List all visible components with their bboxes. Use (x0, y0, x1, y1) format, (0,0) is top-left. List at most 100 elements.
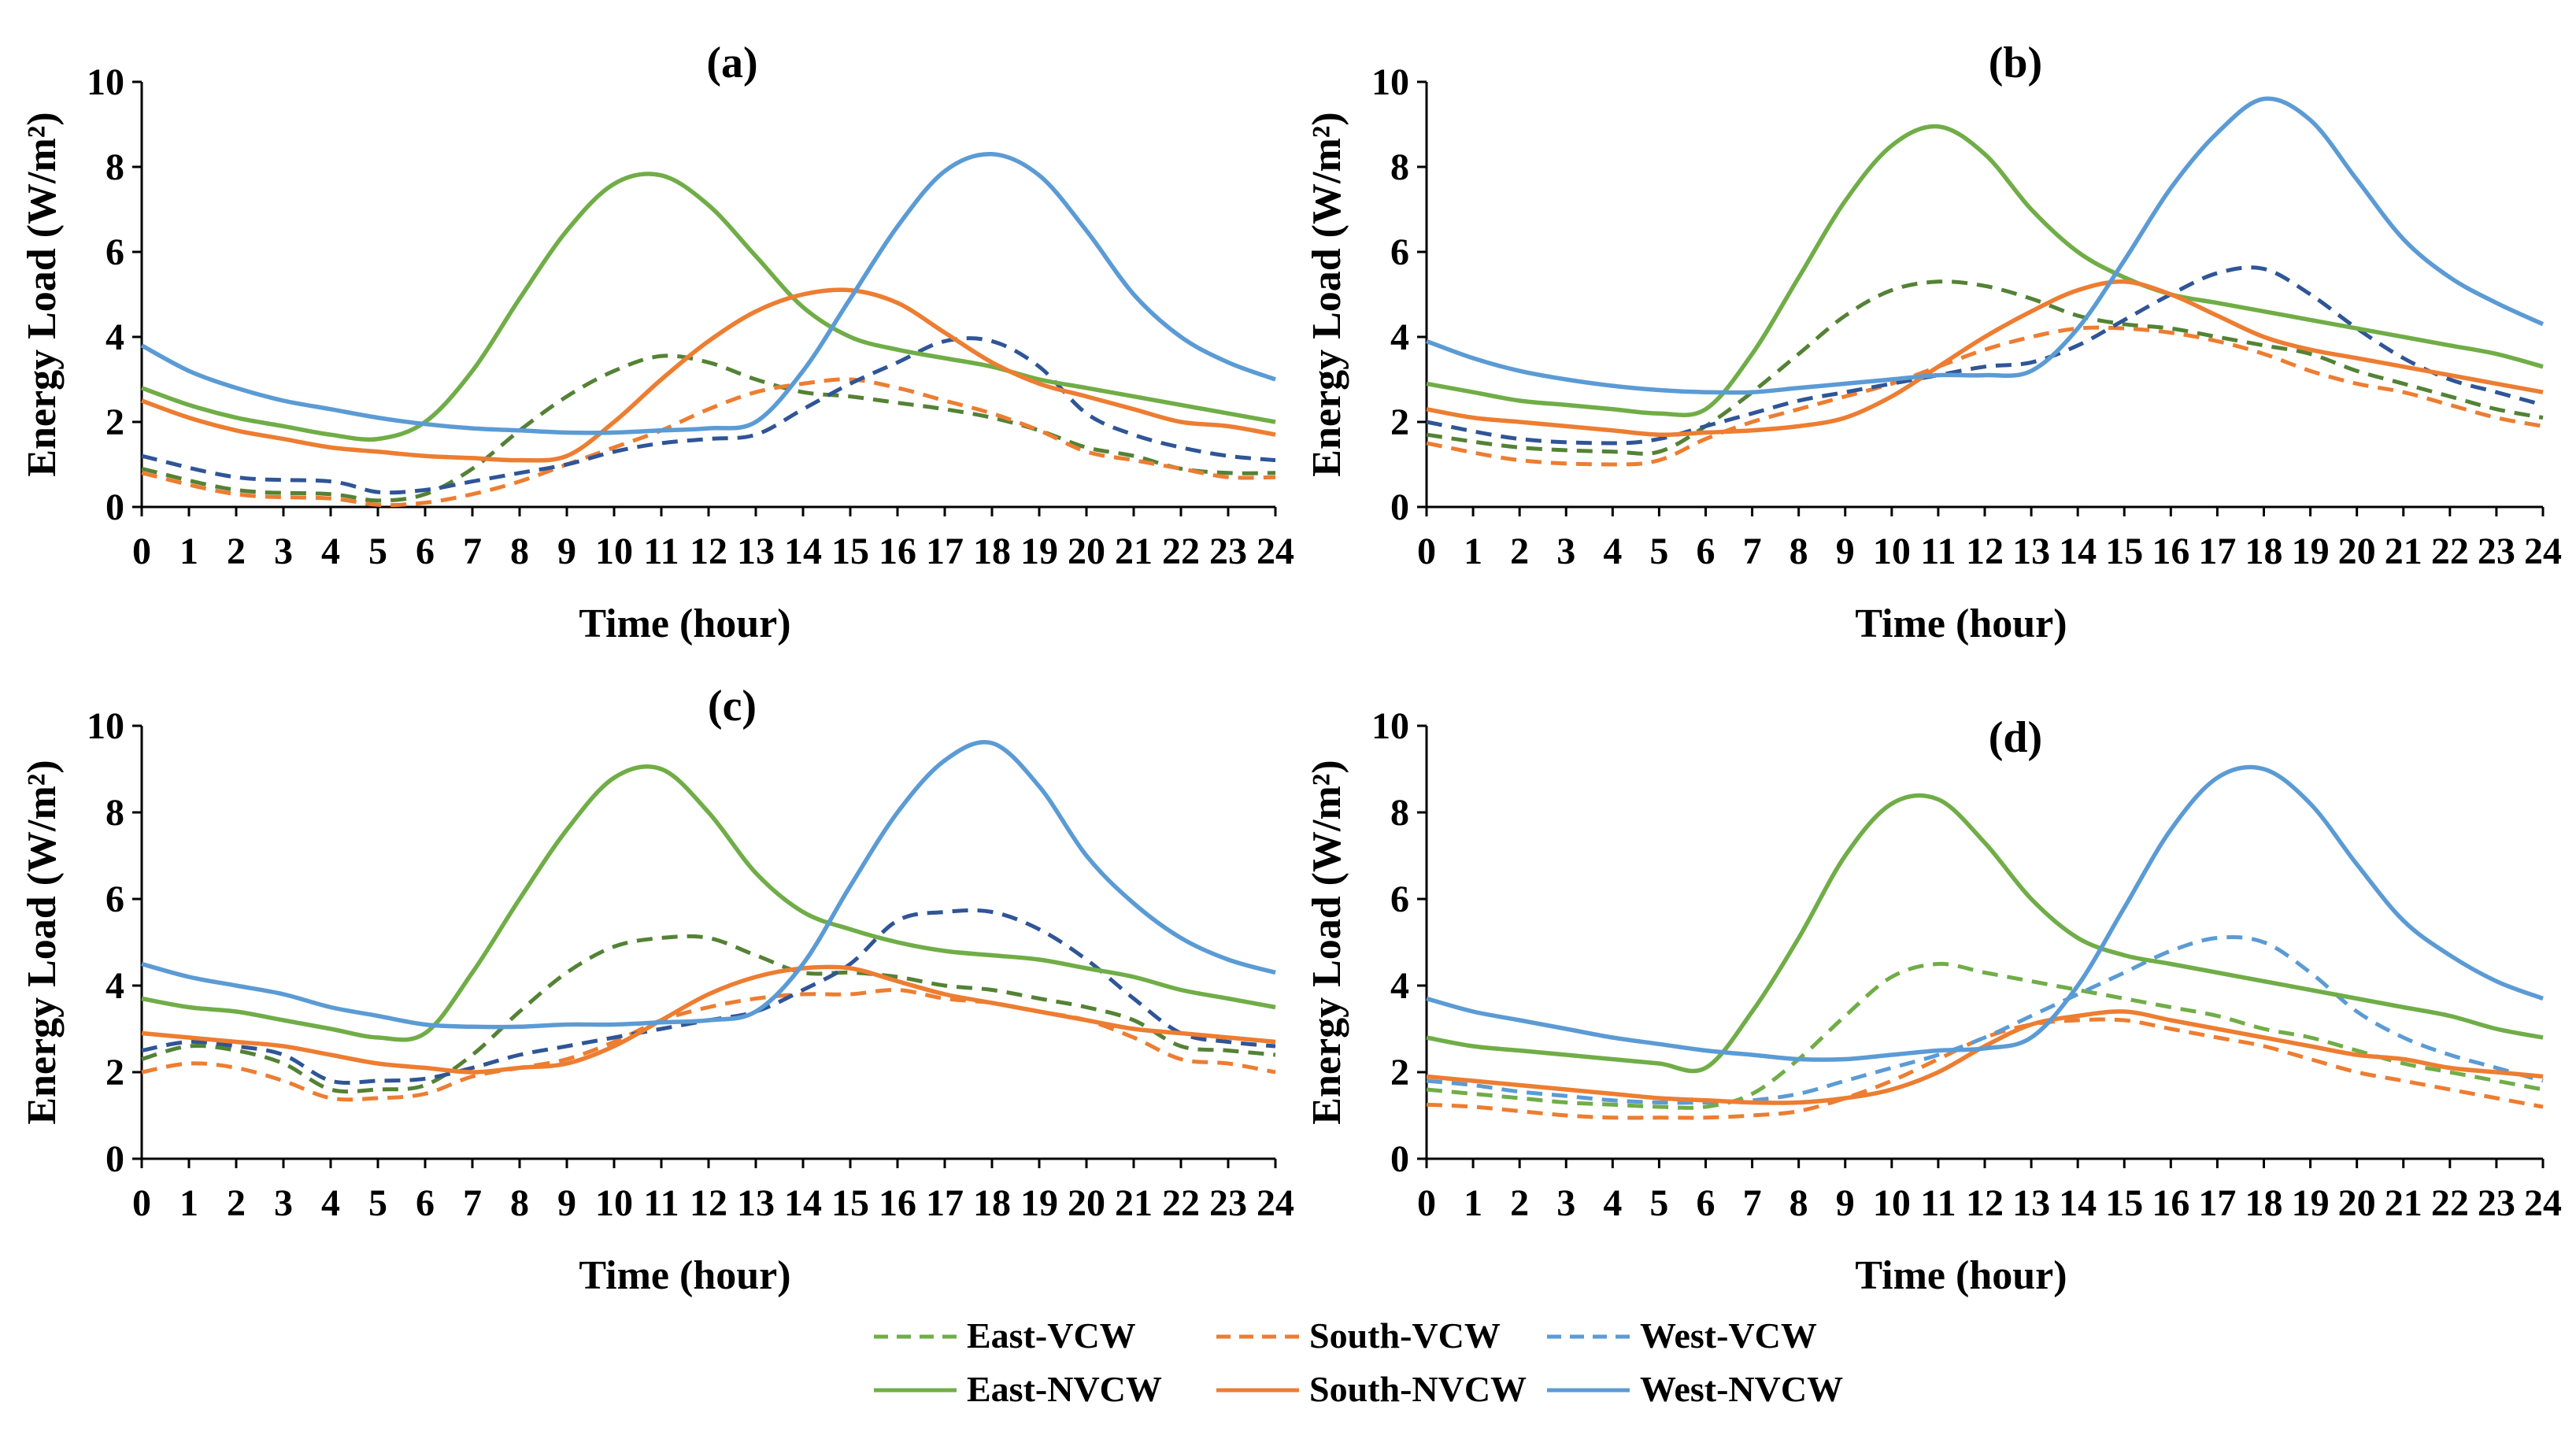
x-tick-label: 23 (1209, 1182, 1247, 1224)
series-line-east-vcw (141, 934, 1276, 1094)
x-tick-label: 3 (274, 531, 293, 572)
legend-item-south-vcw: South-VCW (1216, 1315, 1501, 1356)
x-tick-label: 18 (973, 531, 1011, 572)
x-tick-label: 2 (227, 1182, 246, 1224)
x-tick-label: 16 (2152, 1182, 2189, 1224)
x-tick-label: 14 (784, 1182, 822, 1224)
x-tick-label: 20 (2338, 1182, 2376, 1224)
x-tick-label: 5 (368, 1182, 387, 1224)
x-tick-label: 13 (2012, 531, 2050, 572)
y-axis-label: Energy Load (W/m²) (20, 112, 65, 476)
series-line-west-nvcw (140, 152, 1276, 435)
x-tick-label: 10 (595, 531, 633, 572)
x-tick-label: 20 (1068, 1182, 1105, 1224)
series-line-south-nvcw (141, 287, 1276, 463)
x-tick-label: 23 (2478, 531, 2515, 572)
x-tick-label: 20 (2338, 531, 2376, 572)
x-tick-label: 12 (1966, 531, 2004, 572)
legend-label: East-NVCW (967, 1369, 1162, 1409)
series-line-east-nvcw (141, 764, 1276, 1042)
x-tick-label: 15 (831, 531, 869, 572)
y-tick-label: 10 (1371, 61, 1409, 103)
x-tick-label: 12 (690, 1182, 727, 1224)
y-tick-label: 4 (1390, 965, 1409, 1007)
y-tick-label: 10 (87, 61, 124, 103)
x-tick-label: 6 (1697, 531, 1715, 572)
x-tick-label: 16 (879, 531, 916, 572)
x-tick-label: 4 (321, 531, 340, 572)
x-tick-label: 22 (1162, 531, 1200, 572)
x-tick-label: 22 (2431, 1182, 2469, 1224)
x-tick-label: 13 (737, 531, 775, 572)
x-tick-label: 9 (557, 531, 576, 572)
panel-title: (d) (1989, 713, 2042, 762)
y-tick-label: 2 (105, 401, 124, 443)
x-tick-label: 12 (1966, 1182, 2004, 1224)
x-axis-label: Time (hour) (579, 601, 790, 646)
x-tick-label: 4 (321, 1182, 340, 1224)
x-tick-label: 16 (2152, 531, 2189, 572)
y-tick-label: 0 (1390, 1138, 1409, 1180)
y-axis-label: Energy Load (W/m²) (1305, 112, 1349, 476)
x-tick-label: 17 (2198, 531, 2236, 572)
series-line-south-vcw (1426, 325, 2544, 467)
y-axis-label: Energy Load (W/m²) (1305, 760, 1349, 1124)
x-axis-label: Time (hour) (1855, 1253, 2067, 1298)
series-line-west-nvcw (1426, 764, 2544, 1062)
y-tick-label: 2 (105, 1052, 124, 1093)
y-tick-label: 0 (105, 1138, 124, 1180)
x-tick-label: 22 (2431, 531, 2469, 572)
y-tick-label: 8 (105, 792, 124, 834)
x-axis-label: Time (hour) (579, 1253, 790, 1298)
x-tick-label: 4 (1603, 1182, 1622, 1224)
y-tick-label: 8 (105, 146, 124, 188)
x-tick-label: 8 (1790, 531, 1808, 572)
panel-title: (b) (1989, 39, 2042, 87)
y-tick-label: 4 (105, 965, 124, 1007)
x-tick-label: 24 (1257, 1182, 1294, 1224)
panel-title: (a) (706, 39, 757, 87)
x-tick-label: 14 (2059, 531, 2097, 572)
series-line-west-vcw (141, 336, 1276, 495)
x-tick-label: 9 (1836, 1182, 1855, 1224)
legend-item-east-nvcw: East-NVCW (874, 1369, 1162, 1409)
y-tick-label: 0 (105, 486, 124, 528)
x-tick-label: 1 (1464, 1182, 1482, 1224)
x-tick-label: 1 (1464, 531, 1482, 572)
x-tick-label: 24 (2524, 531, 2562, 572)
x-tick-label: 0 (132, 531, 151, 572)
x-tick-label: 1 (180, 1182, 198, 1224)
series-line-south-nvcw (1426, 1009, 2544, 1105)
series-line-east-nvcw (1426, 793, 2544, 1074)
series-line-east-nvcw (141, 172, 1276, 442)
y-tick-label: 8 (1390, 792, 1409, 834)
legend-item-west-nvcw: West-NVCW (1547, 1369, 1843, 1409)
y-tick-label: 4 (105, 316, 124, 358)
x-tick-label: 4 (1603, 531, 1622, 572)
x-tick-label: 10 (595, 1182, 633, 1224)
x-tick-label: 11 (1920, 531, 1956, 572)
x-tick-label: 0 (1417, 1182, 1436, 1224)
x-tick-label: 8 (510, 1182, 529, 1224)
y-tick-label: 6 (1390, 231, 1409, 273)
x-tick-label: 11 (1920, 1182, 1956, 1224)
x-tick-label: 0 (1417, 531, 1436, 572)
x-tick-label: 18 (2245, 531, 2283, 572)
x-tick-label: 22 (1162, 1182, 1200, 1224)
legend-label: East-VCW (967, 1315, 1136, 1356)
x-tick-label: 24 (1257, 531, 1294, 572)
x-tick-label: 20 (1068, 531, 1105, 572)
series-line-south-vcw (141, 377, 1276, 508)
x-axis-label: Time (hour) (1855, 601, 2067, 646)
series-line-east-nvcw (1426, 124, 2544, 417)
x-tick-label: 21 (1115, 1182, 1153, 1224)
x-tick-label: 7 (1743, 1182, 1762, 1224)
y-tick-label: 6 (1390, 879, 1409, 920)
x-tick-label: 2 (227, 531, 246, 572)
x-tick-label: 15 (831, 1182, 869, 1224)
x-tick-label: 2 (1510, 1182, 1529, 1224)
x-tick-label: 24 (2524, 1182, 2562, 1224)
x-tick-label: 7 (1743, 531, 1762, 572)
x-tick-label: 15 (2105, 1182, 2143, 1224)
